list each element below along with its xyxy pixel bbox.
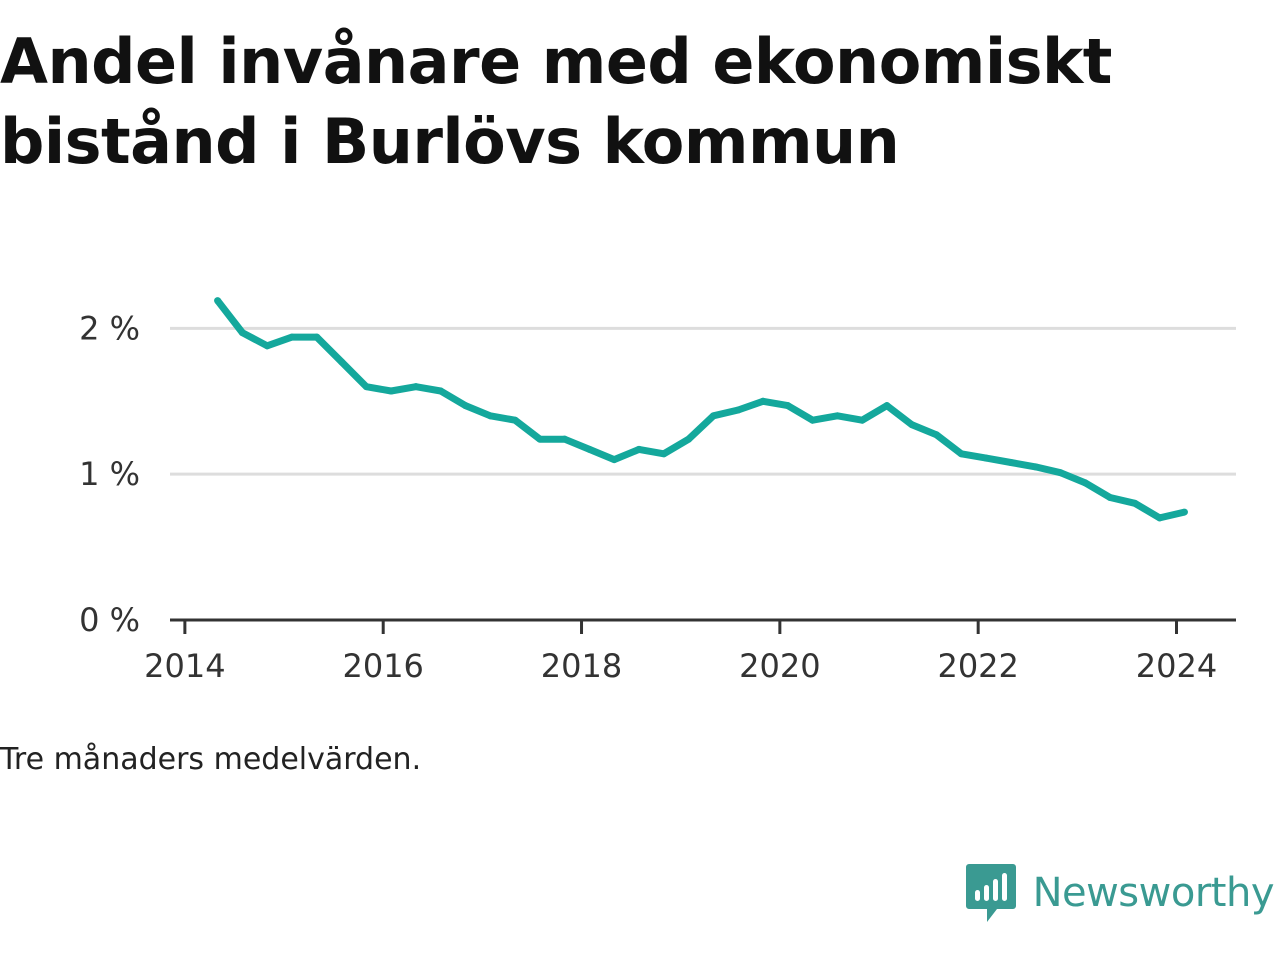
x-axis: 2014 2016 2018 2020 2022 2024 — [144, 618, 1236, 685]
data-point — [536, 435, 544, 443]
data-point — [709, 412, 717, 420]
data-point — [362, 383, 370, 391]
data-point — [585, 445, 593, 453]
brand-name: Newsworthy — [1032, 870, 1275, 916]
data-point — [908, 421, 916, 429]
data-point — [437, 387, 445, 395]
data-point — [338, 358, 346, 366]
data-point — [660, 450, 668, 458]
data-point — [610, 456, 618, 464]
brand-logo[interactable]: Newsworthy — [965, 862, 1275, 924]
chart-note: Tre månaders medelvärden. — [0, 742, 422, 777]
x-tick-label: 2024 — [1136, 647, 1217, 685]
data-point — [858, 416, 866, 424]
x-tick-label: 2014 — [144, 647, 225, 685]
data-point — [486, 412, 494, 420]
data-point — [1032, 463, 1040, 471]
y-tick-label: 1 % — [79, 455, 140, 493]
data-point — [387, 387, 395, 395]
data-point — [635, 445, 643, 453]
data-point — [759, 397, 767, 405]
data-point — [263, 342, 271, 350]
data-point — [1056, 469, 1064, 477]
data-point — [982, 454, 990, 462]
x-tick-label: 2020 — [739, 647, 820, 685]
data-point — [511, 416, 519, 424]
data-point — [214, 297, 222, 305]
x-tick-label: 2016 — [342, 647, 423, 685]
series-group — [214, 297, 1188, 522]
data-point — [462, 402, 470, 410]
x-tick-label: 2022 — [937, 647, 1018, 685]
data-point — [1106, 494, 1114, 501]
data-point — [933, 431, 941, 439]
data-point — [1007, 459, 1015, 466]
data-point — [1180, 508, 1188, 516]
y-tick-label: 0 % — [79, 601, 140, 639]
data-point — [1131, 499, 1139, 507]
data-point — [313, 333, 321, 341]
series-line — [214, 298, 1186, 522]
data-point — [238, 329, 246, 337]
data-point — [412, 383, 420, 391]
data-point — [883, 402, 891, 410]
y-tick-label: 2 % — [79, 309, 140, 347]
data-point — [685, 435, 693, 443]
data-point — [288, 333, 296, 341]
line-chart: 0 % 1 % 2 % 2014 2016 2018 2020 2022 2024 — [79, 297, 1236, 685]
data-point — [809, 416, 817, 424]
data-point — [833, 412, 841, 420]
data-point — [957, 450, 965, 458]
bar-chart-speech-bubble-icon — [965, 864, 1016, 922]
data-point — [1156, 514, 1164, 522]
data-point — [1081, 479, 1089, 487]
y-axis-ticks: 0 % 1 % 2 % — [79, 309, 140, 639]
data-point — [561, 435, 569, 443]
chart-title: Andel invånare med ekonomiskt bistånd i … — [0, 25, 1112, 178]
data-point — [734, 406, 742, 414]
x-tick-label: 2018 — [541, 647, 622, 685]
data-point — [784, 402, 792, 410]
